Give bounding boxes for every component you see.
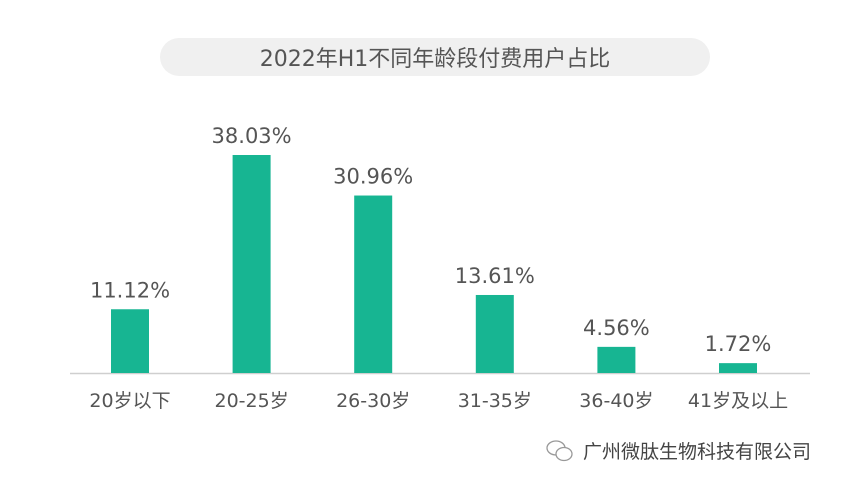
x-tick-label: 31-35岁	[458, 390, 532, 412]
wechat-icon	[546, 439, 573, 461]
bar	[111, 309, 149, 373]
bar	[719, 363, 757, 373]
bar	[475, 294, 514, 373]
x-tick-label: 20-25岁	[214, 390, 288, 412]
bar	[597, 346, 636, 373]
bar	[354, 195, 393, 373]
chart-title: 2022年H1不同年龄段付费用户占比	[160, 38, 710, 76]
x-tick-label: 26-30岁	[336, 390, 410, 412]
x-tick-label: 36-40岁	[579, 390, 653, 412]
data-label: 1.72%	[705, 332, 772, 356]
data-label: 4.56%	[583, 316, 650, 340]
watermark: 广州微肽生物科技有限公司	[545, 437, 811, 464]
x-tick-label: 41岁及以上	[688, 390, 788, 412]
bar	[232, 155, 271, 373]
data-label: 11.12%	[90, 278, 170, 302]
data-label: 30.96%	[333, 165, 413, 189]
x-tick-label: 20岁以下	[89, 390, 170, 412]
watermark-text: 广州微肽生物科技有限公司	[583, 441, 812, 463]
data-label: 38.03%	[212, 124, 292, 148]
data-label: 13.61%	[455, 264, 535, 288]
